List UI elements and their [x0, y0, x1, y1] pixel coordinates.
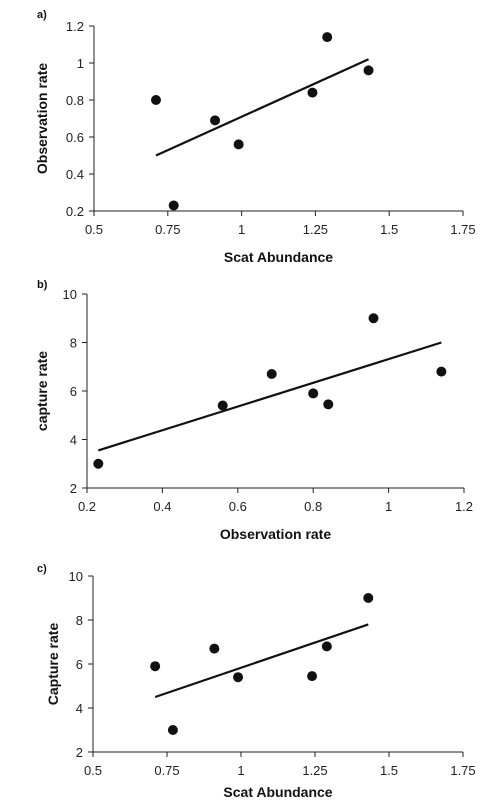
data-point [363, 593, 374, 603]
x-tick-label: 1.5 [380, 763, 398, 778]
trend-line [97, 341, 442, 452]
x-tick-label: 0.2 [78, 499, 96, 514]
y-tick-label: 4 [70, 433, 77, 448]
x-tick-label: 0.8 [304, 499, 322, 514]
y-tick-label: 2 [76, 745, 83, 760]
y-tick-label: 4 [76, 701, 83, 716]
y-tick-label: 1 [77, 56, 84, 71]
y-tick-label: 2 [70, 481, 77, 496]
x-tick-label: 0.75 [155, 222, 180, 237]
y-tick-label: 6 [76, 657, 83, 672]
y-tick-label: 8 [70, 336, 77, 351]
y-tick-label: 0.2 [66, 204, 84, 219]
x-tick-label: 0.5 [84, 763, 102, 778]
data-point [150, 95, 161, 105]
data-point [363, 65, 374, 76]
data-point [210, 115, 221, 126]
x-tick-label: 1 [385, 499, 392, 514]
data-point [150, 661, 161, 672]
x-tick-label: 1 [237, 763, 244, 778]
panel-label: c) [37, 563, 47, 575]
y-tick-label: 0.8 [66, 93, 84, 108]
chart-panel-2: b) 0.2 0.4 0.6 0.8 1 1.2 2 4 6 8 10 Observation rate… [34, 279, 473, 542]
y-axis-title: Observation rate [34, 63, 50, 174]
x-tick-label: 1.25 [302, 763, 327, 778]
data-point [167, 725, 178, 735]
data-point [93, 458, 104, 469]
x-tick-label: 1.5 [380, 222, 398, 237]
data-point [368, 313, 379, 324]
y-tick-label: 6 [70, 384, 77, 399]
data-point [233, 139, 244, 150]
x-tick-label: 1.25 [303, 222, 328, 237]
y-tick-label: 1.2 [66, 19, 84, 34]
x-axis-title: Observation rate [220, 526, 331, 542]
x-tick-label: 1.75 [450, 763, 475, 778]
x-tick-label: 0.5 [85, 222, 103, 237]
y-tick-label: 0.6 [66, 130, 84, 145]
panel-label: a) [37, 9, 47, 21]
data-point [168, 200, 179, 211]
trend-line [155, 58, 369, 157]
data-point [436, 366, 447, 377]
y-tick-label: 0.4 [66, 167, 84, 182]
x-tick-label: 1.2 [455, 499, 473, 514]
data-point [321, 641, 332, 652]
x-tick-label: 0.6 [229, 499, 247, 514]
trend-line [154, 623, 369, 699]
data-point [322, 32, 333, 43]
y-tick-label: 10 [69, 569, 83, 584]
x-axis-title: Scat Abundance [223, 784, 332, 800]
chart-panel-3: c) 0.5 0.75 1 1.25 1.5 1.75 2 4 6 8 10 Scat Abundanc… [37, 563, 476, 800]
y-tick-label: 10 [63, 287, 77, 302]
y-tick-label: 8 [76, 613, 83, 628]
data-point [307, 87, 318, 98]
chart-panel-1: a) 0.5 0.75 1 1.25 1.5 1.75 0.2 0.4 0.6 0.8 1 1.2 Sca… [34, 9, 476, 265]
data-point [266, 369, 277, 380]
x-tick-label: 0.75 [154, 763, 179, 778]
data-point [307, 671, 318, 682]
y-axis-title: Capture rate [45, 623, 61, 706]
x-tick-label: 1.75 [450, 222, 475, 237]
x-tick-label: 1 [238, 222, 245, 237]
data-point [233, 672, 244, 683]
data-point [217, 400, 228, 411]
x-tick-label: 0.4 [153, 499, 171, 514]
data-point [323, 399, 334, 410]
x-axis-title: Scat Abundance [224, 249, 333, 265]
data-point [308, 388, 319, 399]
y-axis-title: capture rate [34, 351, 50, 431]
data-point [209, 643, 220, 654]
panel-label: b) [37, 279, 48, 291]
